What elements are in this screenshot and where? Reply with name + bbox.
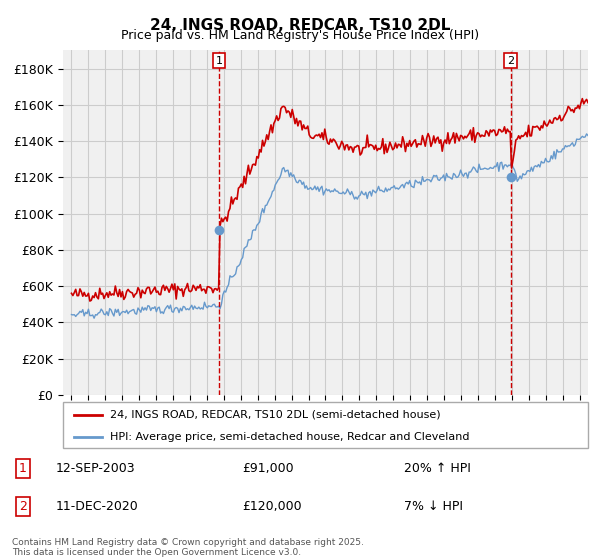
FancyBboxPatch shape (63, 402, 588, 448)
Text: 2: 2 (19, 500, 27, 513)
Text: 20% ↑ HPI: 20% ↑ HPI (404, 462, 470, 475)
Text: Contains HM Land Registry data © Crown copyright and database right 2025.
This d: Contains HM Land Registry data © Crown c… (12, 538, 364, 557)
Text: £120,000: £120,000 (242, 500, 302, 513)
Text: 24, INGS ROAD, REDCAR, TS10 2DL (semi-detached house): 24, INGS ROAD, REDCAR, TS10 2DL (semi-de… (110, 410, 441, 420)
Text: £91,000: £91,000 (242, 462, 294, 475)
Text: HPI: Average price, semi-detached house, Redcar and Cleveland: HPI: Average price, semi-detached house,… (110, 432, 470, 441)
Text: 24, INGS ROAD, REDCAR, TS10 2DL: 24, INGS ROAD, REDCAR, TS10 2DL (150, 18, 450, 33)
Text: 12-SEP-2003: 12-SEP-2003 (55, 462, 135, 475)
Text: 1: 1 (215, 55, 223, 66)
Text: 11-DEC-2020: 11-DEC-2020 (55, 500, 138, 513)
Text: 7% ↓ HPI: 7% ↓ HPI (404, 500, 463, 513)
Text: 1: 1 (19, 462, 27, 475)
Text: 2: 2 (507, 55, 514, 66)
Text: Price paid vs. HM Land Registry's House Price Index (HPI): Price paid vs. HM Land Registry's House … (121, 29, 479, 42)
